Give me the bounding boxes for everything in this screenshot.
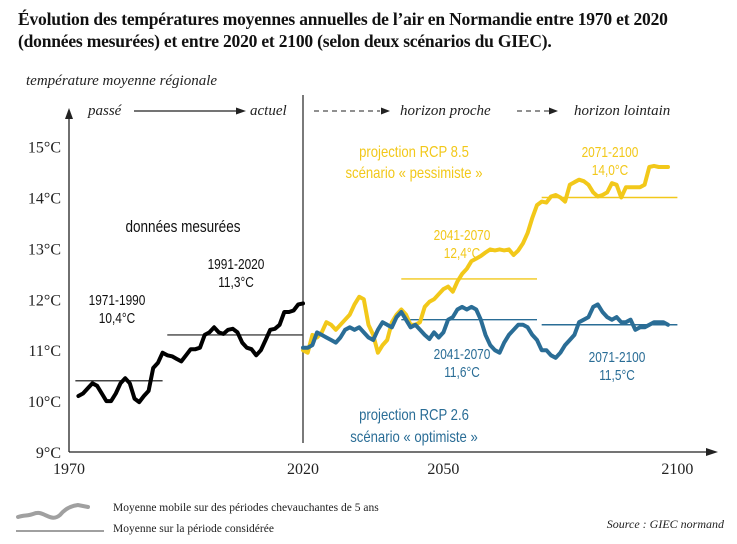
y-tick-label: 15°C [28,140,61,157]
x-tick-label: 2020 [287,461,319,478]
y-axis-arrow-icon [65,108,73,119]
y-tick-label: 11°C [29,343,61,360]
legend-symbol-moving-average [16,502,90,520]
y-tick-label: 12°C [28,292,61,309]
y-tick-label: 10°C [28,394,61,411]
past-arrow-icon [236,107,246,115]
annotation-rcp85-subtitle: scénario « pessimiste » [345,165,482,182]
x-tick-label: 2100 [661,461,693,478]
period-label-past: passé [87,103,123,119]
series-line-projection-rcp-8-5 [301,163,670,355]
series-line-donnees-mesurees [76,301,305,405]
x-tick-label: 2050 [427,461,459,478]
annotation-projection-rcp-2-6-2071-2100-period: 2071-2100 [589,349,646,365]
annotation-projection-rcp-2-6-2041-2070-period: 2041-2070 [434,346,491,362]
y-axis-label: température moyenne régionale [26,73,217,89]
series-line-projection-rcp-2-6 [301,302,670,360]
annotation-rcp26-subtitle: scénario « optimiste » [350,429,478,446]
annotation-projection-rcp-2-6-2071-2100-value: 11,5°C [599,367,635,383]
annotation-projection-rcp-8-5-2071-2100-value: 14,0°C [592,162,629,178]
annotation-projection-rcp-2-6-2041-2070-value: 11,6°C [444,364,480,380]
annotation-rcp26-title: projection RCP 2.6 [359,407,469,424]
annotation-donnees-mesurees-1991-2020-value: 11,3°C [218,274,254,290]
annotation-projection-rcp-8-5-2071-2100-period: 2071-2100 [582,144,639,160]
annotation-donnees-mesurees-1971-1990-value: 10,4°C [99,310,136,326]
annotation-projection-rcp-8-5-2041-2070-period: 2041-2070 [434,227,491,243]
x-tick-label: 1970 [53,461,85,478]
period-label-current: actuel [250,103,287,119]
annotation-measured: données mesurées [125,218,240,237]
period-label-near: horizon proche [400,103,491,119]
y-tick-label: 14°C [28,191,61,208]
annotation-donnees-mesurees-1971-1990-period: 1971-1990 [89,292,146,308]
y-tick-label: 13°C [28,241,61,258]
chart-title: Évolution des températures moyennes annu… [18,8,733,52]
chart-title-line2: (données mesurées) et entre 2020 et 2100… [18,31,552,51]
annotation-donnees-mesurees-1991-2020-period: 1991-2020 [208,256,265,272]
near-arrow-icon [381,107,390,115]
annotation-rcp85-title: projection RCP 8.5 [359,144,469,161]
chart-title-line1: Évolution des températures moyennes annu… [18,9,668,29]
source-note: Source : GIEC normand [607,517,725,531]
legend-label-moving-average: Moyenne mobile sur des périodes chevauch… [113,502,379,514]
legend-label-period-mean: Moyenne sur la période considérée [113,523,274,535]
annotation-projection-rcp-8-5-2041-2070-value: 12,4°C [444,245,481,261]
period-label-far: horizon lointain [574,103,670,119]
x-axis-arrow-icon [706,448,718,456]
far-arrow-icon [549,107,558,115]
y-tick-label: 9°C [36,445,61,462]
